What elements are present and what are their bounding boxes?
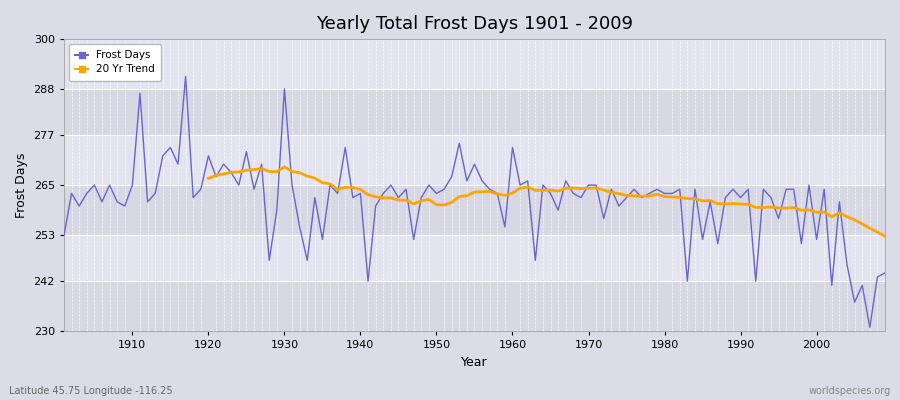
Text: Latitude 45.75 Longitude -116.25: Latitude 45.75 Longitude -116.25 [9,386,173,396]
Bar [64,39,885,89]
X-axis label: Year: Year [461,356,488,369]
Bar [64,235,885,281]
Bar [64,135,885,185]
Text: worldspecies.org: worldspecies.org [809,386,891,396]
Legend: Frost Days, 20 Yr Trend: Frost Days, 20 Yr Trend [69,44,161,80]
Title: Yearly Total Frost Days 1901 - 2009: Yearly Total Frost Days 1901 - 2009 [316,15,633,33]
Bar [64,185,885,235]
Y-axis label: Frost Days: Frost Days [15,152,28,218]
Bar [64,89,885,135]
Bar [64,281,885,332]
